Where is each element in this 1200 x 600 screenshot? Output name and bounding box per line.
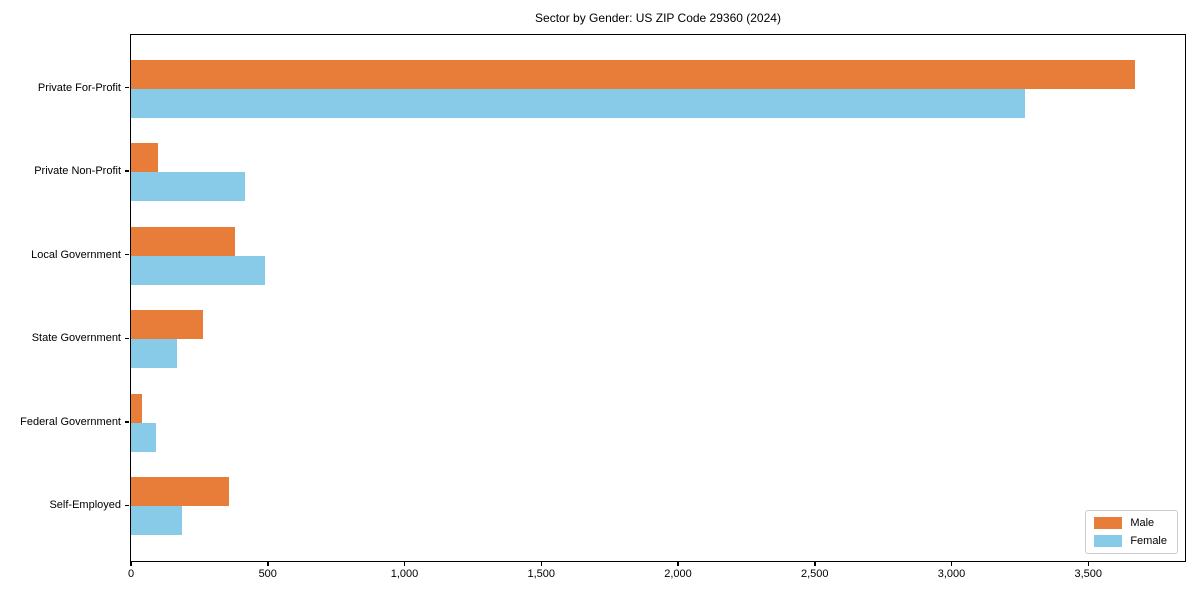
y-tick-mark	[125, 86, 129, 89]
x-tick-label: 3,000	[937, 568, 966, 580]
plot-area: Male Female	[130, 34, 1186, 562]
bar-female-6	[131, 506, 182, 536]
legend-item-male: Male	[1094, 517, 1167, 529]
male-swatch-icon	[1094, 517, 1123, 529]
y-tick-label: Private Non-Profit	[34, 165, 121, 178]
y-tick-label: Self-Employed	[49, 499, 121, 512]
x-tick-mark	[950, 562, 953, 566]
legend-item-female: Female	[1094, 535, 1167, 547]
bar-female-4	[131, 339, 178, 369]
legend-label-male: Male	[1130, 517, 1155, 529]
y-tick-label: State Government	[31, 332, 121, 345]
y-tick-label: Local Government	[31, 248, 121, 261]
y-tick-label: Private For-Profit	[37, 81, 121, 94]
bar-male-5	[131, 393, 142, 423]
x-tick-label: 1,000	[390, 568, 419, 580]
y-tick-mark	[125, 421, 129, 423]
x-tick-mark	[130, 562, 132, 566]
x-tick-label: 2,500	[801, 568, 829, 580]
bar-female-2	[131, 172, 245, 202]
legend: Male Female	[1085, 510, 1178, 554]
x-tick-mark	[677, 562, 679, 566]
bar-male-2	[131, 143, 159, 173]
x-tick-mark	[540, 562, 542, 566]
bar-male-3	[131, 226, 235, 256]
y-tick-mark	[125, 170, 129, 172]
x-tick-label: 3,500	[1074, 568, 1103, 580]
x-tick-label: 0	[127, 568, 135, 580]
y-tick-mark	[125, 504, 129, 507]
bar-male-4	[131, 310, 204, 340]
x-tick-mark	[267, 562, 269, 566]
x-tick-label: 2,000	[664, 568, 692, 580]
bar-female-5	[131, 422, 156, 452]
female-swatch-icon	[1094, 535, 1123, 547]
x-tick-mark	[814, 562, 816, 566]
x-tick-mark	[403, 562, 406, 566]
chart-title: Sector by Gender: US ZIP Code 29360 (202…	[535, 11, 781, 25]
y-tick-label: Federal Government	[20, 415, 121, 428]
bar-female-3	[131, 255, 266, 285]
x-tick-mark	[1087, 562, 1090, 566]
x-tick-label: 500	[258, 568, 277, 580]
bar-female-1	[131, 88, 1026, 118]
bar-male-6	[131, 477, 230, 507]
legend-label-female: Female	[1130, 535, 1167, 547]
y-tick-mark	[125, 253, 129, 256]
bar-male-1	[131, 59, 1135, 89]
y-tick-mark	[125, 337, 129, 340]
x-tick-label: 1,500	[527, 568, 556, 580]
